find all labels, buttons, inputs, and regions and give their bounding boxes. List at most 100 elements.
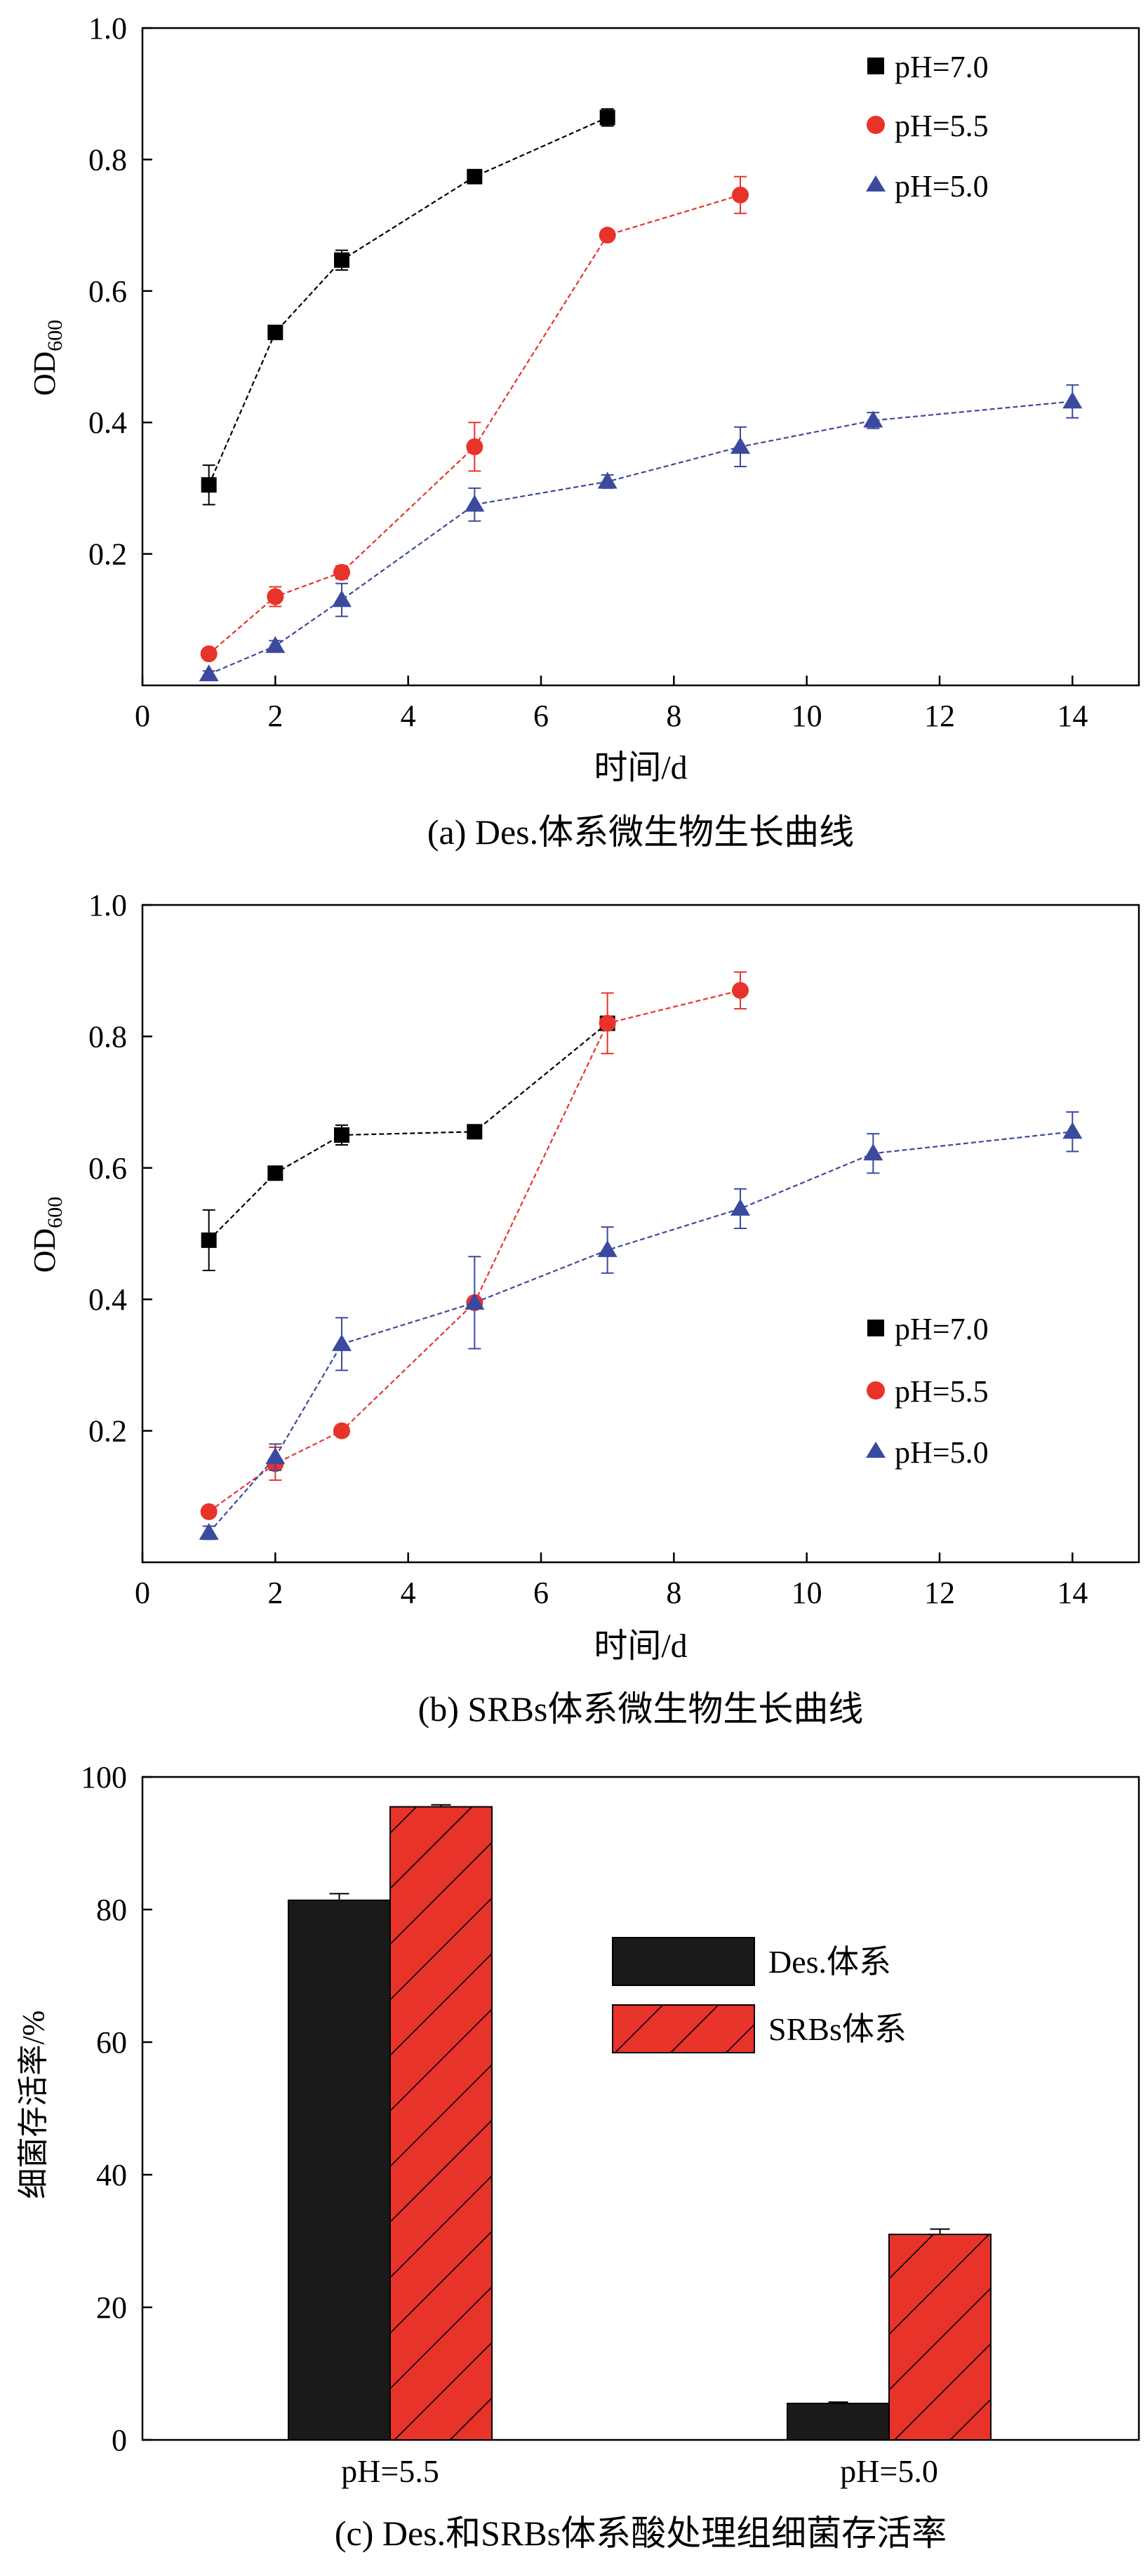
panel-b-series-ph55-line: [208, 989, 741, 1512]
panel-c-legend-label-srbs: SRBs体系: [768, 2011, 907, 2047]
panel-b-x-tick-label: 10: [792, 1576, 822, 1610]
panel-c-bar-des-ph50: [787, 2403, 890, 2441]
panel-c-y-tick-label: 0: [112, 2423, 127, 2457]
panel-b-x-tick-label: 8: [666, 1576, 681, 1610]
panel-b-y-tick-label: 0.6: [88, 1151, 127, 1186]
panel-b-legend: pH=7.0 pH=5.5 pH=5.0: [866, 1312, 989, 1470]
panel-b-series-ph70-point: [267, 1165, 283, 1181]
panel-b-x-tick-label: 4: [401, 1576, 416, 1610]
panel-b-y-axis-label: OD600: [27, 1197, 67, 1273]
panel-b-y-tick-label: 1.0: [88, 888, 127, 923]
panel-c-x-tick-label: pH=5.5: [341, 2453, 439, 2489]
panel-c-caption: (c) Des.和SRBs体系酸处理组细菌存活率: [335, 2514, 947, 2553]
panel-a-series-ph55-point: [732, 186, 749, 203]
panel-b-y-axis-label-main: OD: [27, 1228, 62, 1273]
panel-a-series-ph50-point: [597, 471, 618, 489]
panel-a-series-ph55-point: [200, 645, 218, 663]
panel-c-legend-label-des: Des.体系: [768, 1944, 891, 1980]
panel-a-series-ph70-point: [599, 109, 615, 126]
panel-c-x-tick-label: pH=5.0: [840, 2453, 938, 2489]
panel-b-series-ph50-point: [863, 1143, 883, 1161]
panel-a-series-ph55-point: [267, 588, 284, 605]
panel-a-x-axis-label: 时间/d: [594, 749, 687, 786]
panel-a-x-tick-label: 14: [1057, 699, 1088, 733]
panel-b-line-chart: 0 2 4 6 8 10 12 14 0.2 0.4 0.6 0.8 1.0 OD600 时间/d (b…: [27, 888, 1140, 1729]
panel-a-y-axis-label-subscript: 600: [44, 320, 67, 351]
panel-b-x-axis-label: 时间/d: [594, 1628, 687, 1665]
panel-c-y-tick-label: 100: [81, 1760, 127, 1795]
panel-c-plot-frame: [141, 1776, 1140, 2441]
panel-a-series-ph50-line: [208, 401, 1073, 676]
panel-c-bar-chart: 0 20 40 60 80 100 pH=5.5 pH=5.0 细菌存活率/% (c) Des…: [16, 1760, 1140, 2553]
panel-a-legend-marker-ph50: [866, 175, 886, 192]
panel-b-series-ph50-line: [208, 1131, 1073, 1534]
panel-a-legend-marker-ph70: [867, 58, 884, 74]
panel-a-series-ph70-point: [467, 168, 483, 185]
panel-a-series-ph70-point: [267, 324, 283, 340]
panel-c-y-tick-label: 40: [96, 2158, 127, 2192]
panel-b-x-tick-label: 12: [924, 1576, 955, 1610]
panel-a-line-chart: 0 2 4 6 8 10 12 14 0.2 0.4 0.6 0.8 1.0 OD600 时间/d (a…: [27, 11, 1140, 852]
panel-c-bar-srbs-ph55: [389, 1806, 493, 2441]
panel-b-legend-marker-ph55: [867, 1381, 885, 1400]
panel-b-series-ph70-point: [334, 1127, 349, 1143]
panel-b-x-tick-label: 2: [267, 1576, 283, 1610]
panel-b-legend-label-ph70: pH=7.0: [895, 1312, 989, 1346]
panel-b-series-ph55-point: [599, 1014, 616, 1032]
panel-a-legend-label-ph70: pH=7.0: [895, 50, 989, 84]
panel-b-legend-label-ph55: pH=5.5: [895, 1374, 989, 1409]
panel-a-x-tick-label: 6: [533, 699, 549, 733]
panel-c-y-axis-label: 细菌存活率/%: [16, 2011, 51, 2199]
panel-a-series-ph50-point: [332, 590, 352, 608]
panel-b-series-ph55-point: [732, 981, 749, 999]
panel-a-series-ph50-point: [863, 410, 883, 428]
panel-b-legend-marker-ph50: [866, 1442, 886, 1458]
panel-b-series-ph50-point: [730, 1198, 750, 1216]
panel-b-y-tick-label: 0.4: [88, 1282, 127, 1317]
panel-a-legend: pH=7.0 pH=5.5 pH=5.0: [866, 50, 989, 203]
panel-c-legend: Des.体系 SRBs体系: [612, 1937, 907, 2053]
panel-b-y-axis-label-subscript: 600: [44, 1197, 67, 1228]
panel-b-series-ph50-point: [597, 1240, 618, 1257]
panel-b-series-ph70-line: [208, 1022, 608, 1241]
panel-c-y-tick-label: 80: [96, 1893, 127, 1927]
panel-a-legend-marker-ph55: [867, 116, 885, 134]
panel-a-legend-label-ph55: pH=5.5: [895, 109, 989, 143]
panel-c-y-tick-label: 20: [96, 2290, 127, 2325]
panel-b-y-tick-label: 0.8: [88, 1019, 127, 1054]
panel-b-plot-frame: [141, 904, 1140, 1564]
panel-a-x-tick-label: 12: [924, 699, 955, 733]
panel-c-legend-swatch-srbs: [612, 2004, 755, 2053]
panel-a-x-tick-label: 2: [267, 699, 283, 733]
panel-a-series-ph50-point: [730, 436, 750, 454]
panel-a-series-ph50-point: [1062, 391, 1083, 409]
panel-c-bar-srbs-ph50: [888, 2234, 992, 2441]
panel-a-y-tick-label: 0.6: [88, 274, 127, 309]
panel-a-x-tick-label: 4: [401, 699, 416, 733]
panel-b-series-ph55-point: [333, 1422, 350, 1440]
panel-b-y-tick-label: 0.2: [88, 1414, 127, 1449]
panel-b-series-ph50-point: [199, 1522, 219, 1540]
panel-b-series-ph50-point: [332, 1334, 352, 1351]
panel-a-series-ph55-point: [599, 227, 616, 244]
panel-b-series-ph70-point: [467, 1124, 483, 1140]
panel-a-x-tick-label: 10: [792, 699, 822, 733]
panel-c-y-tick-label: 60: [96, 2025, 127, 2060]
panel-a-series-ph70-point: [201, 477, 217, 493]
panel-b-caption: (b) SRBs体系微生物生长曲线: [418, 1689, 864, 1729]
panel-a-legend-label-ph50: pH=5.0: [895, 169, 989, 203]
panel-a-series-ph70-line: [208, 116, 608, 485]
panel-a-series-ph55-line: [208, 194, 741, 655]
panel-a-series-ph70-point: [334, 252, 349, 268]
panel-b-legend-label-ph50: pH=5.0: [895, 1435, 989, 1470]
panel-a-x-tick-label: 8: [666, 699, 681, 733]
panel-a-x-tick-label: 0: [135, 699, 150, 733]
panel-a-series-ph50-point: [465, 495, 485, 512]
panel-a-series-ph55-point: [466, 438, 483, 455]
panel-a-plot-frame: [141, 27, 1140, 687]
panel-b-legend-marker-ph70: [867, 1320, 884, 1336]
panel-c-bar-des-ph55: [288, 1899, 391, 2441]
panel-a-y-tick-label: 0.4: [88, 405, 127, 440]
panel-b-x-tick-label: 14: [1057, 1576, 1088, 1610]
